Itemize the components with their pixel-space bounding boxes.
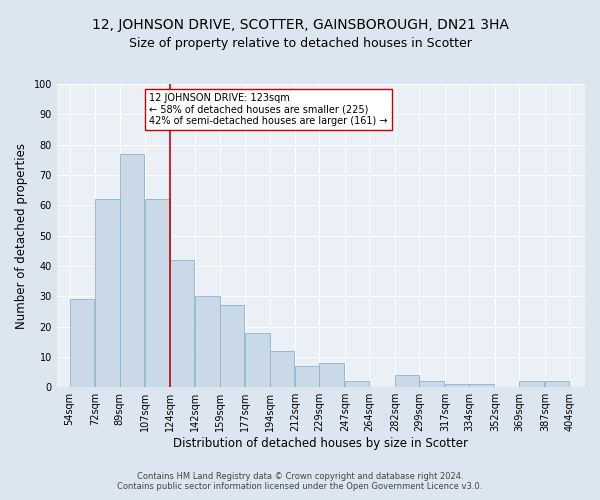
Bar	[245, 332, 269, 387]
Bar	[220, 306, 244, 387]
Bar	[170, 260, 194, 387]
Bar	[295, 366, 319, 387]
Bar	[145, 199, 170, 387]
Bar	[269, 351, 294, 387]
Bar	[469, 384, 494, 387]
Text: 12 JOHNSON DRIVE: 123sqm
← 58% of detached houses are smaller (225)
42% of semi-: 12 JOHNSON DRIVE: 123sqm ← 58% of detach…	[149, 93, 388, 126]
Text: Size of property relative to detached houses in Scotter: Size of property relative to detached ho…	[128, 36, 472, 50]
Text: Contains public sector information licensed under the Open Government Licence v3: Contains public sector information licen…	[118, 482, 482, 491]
Bar	[195, 296, 220, 387]
Bar	[319, 363, 344, 387]
Bar	[345, 381, 370, 387]
Bar	[445, 384, 469, 387]
X-axis label: Distribution of detached houses by size in Scotter: Distribution of detached houses by size …	[173, 437, 469, 450]
Bar	[395, 375, 419, 387]
Bar	[520, 381, 544, 387]
Bar	[419, 381, 443, 387]
Bar	[545, 381, 569, 387]
Bar	[119, 154, 144, 387]
Text: Contains HM Land Registry data © Crown copyright and database right 2024.: Contains HM Land Registry data © Crown c…	[137, 472, 463, 481]
Bar	[70, 300, 94, 387]
Bar	[95, 199, 119, 387]
Text: 12, JOHNSON DRIVE, SCOTTER, GAINSBOROUGH, DN21 3HA: 12, JOHNSON DRIVE, SCOTTER, GAINSBOROUGH…	[92, 18, 508, 32]
Y-axis label: Number of detached properties: Number of detached properties	[15, 142, 28, 328]
